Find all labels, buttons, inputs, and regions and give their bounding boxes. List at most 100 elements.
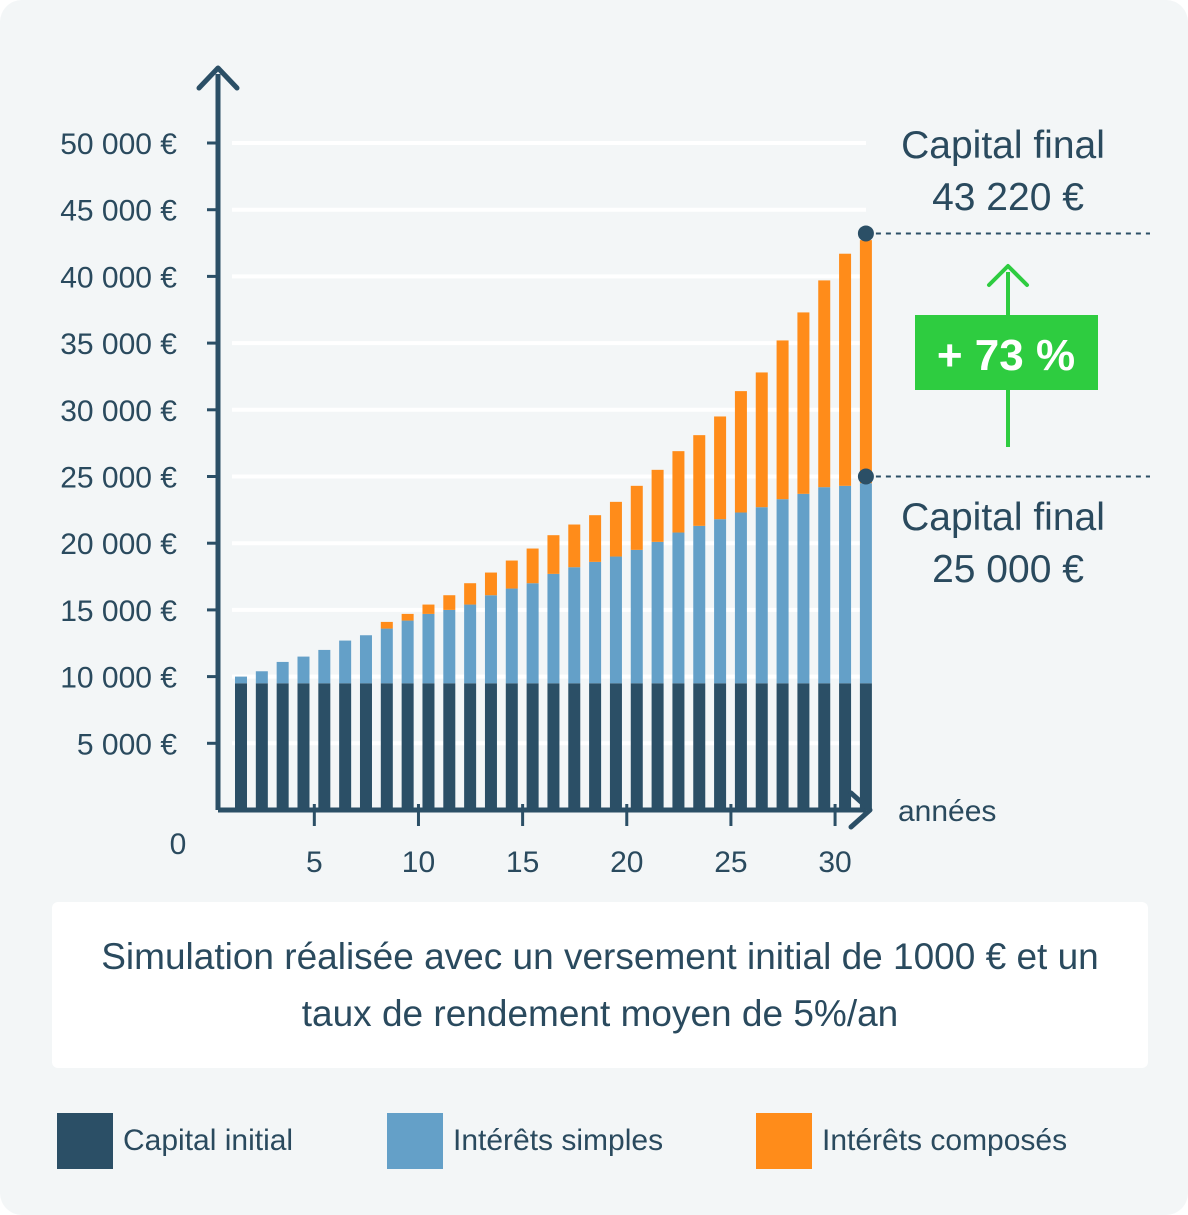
bar-segment — [255, 683, 268, 810]
x-axis-label: années — [898, 795, 996, 828]
bar-segment — [547, 573, 560, 684]
bar-segment — [547, 535, 560, 574]
bar-segment — [818, 280, 831, 488]
legend-swatch-interets-composes — [756, 1113, 812, 1169]
bar-segment — [484, 683, 497, 810]
bar-segment — [776, 683, 789, 810]
bar-segment — [547, 683, 560, 810]
y-tick-label: 10 000 € — [60, 662, 177, 695]
bar-segment — [693, 683, 706, 810]
bar-segment — [755, 683, 768, 810]
bar-segment — [443, 683, 456, 810]
top-annotation-line2: 43 220 € — [932, 176, 1084, 219]
bar-segment — [859, 240, 872, 484]
marker-top — [857, 225, 874, 242]
bar-segment — [443, 595, 456, 610]
bar-segment — [630, 549, 643, 684]
bar-segment — [380, 683, 393, 810]
bar-segment — [276, 661, 289, 684]
caption-box: Simulation réalisée avec un versement in… — [52, 902, 1148, 1068]
y-tick-label: 5 000 € — [77, 728, 177, 761]
bar-segment — [797, 493, 810, 684]
bar-segment — [755, 507, 768, 684]
bar-segment — [464, 604, 477, 684]
bar-segment — [839, 253, 852, 486]
bar-segment — [422, 613, 435, 684]
x-tick-labels: 5 10 15 20 25 30 — [306, 846, 852, 879]
y-tick-label: 30 000 € — [60, 395, 177, 428]
bar-segment — [734, 512, 747, 684]
bar-segment — [609, 501, 622, 557]
legend-item-capital-initial: Capital initial — [57, 1112, 293, 1170]
x-tick-label: 10 — [402, 846, 435, 879]
bar-segment — [859, 483, 872, 684]
bars-group — [235, 240, 872, 810]
bar-segment — [859, 683, 872, 810]
bar-segment — [359, 635, 372, 684]
bar-segment — [818, 683, 831, 810]
bar-segment — [276, 683, 289, 810]
bar-segment — [380, 621, 393, 629]
bar-segment — [651, 469, 664, 542]
bar-segment — [672, 683, 685, 810]
top-annotation-line1: Capital final — [901, 124, 1105, 167]
bar-segment — [672, 532, 685, 684]
bar-segment — [714, 416, 727, 520]
bar-segment — [484, 572, 497, 596]
caption-text: Simulation réalisée avec un versement in… — [101, 936, 1099, 1034]
y-tick-label: 0 — [170, 828, 187, 861]
bottom-annotation-line1: Capital final — [901, 496, 1105, 539]
bar-segment — [776, 340, 789, 500]
annotations-group: Capital final 43 220 € Capital final 25 000… — [857, 124, 1150, 591]
bar-segment — [339, 683, 352, 810]
bar-segment — [609, 556, 622, 684]
bar-segment — [714, 519, 727, 684]
bar-segment — [255, 671, 268, 684]
bar-segment — [359, 683, 372, 810]
bar-segment — [589, 515, 602, 562]
bar-segment — [693, 525, 706, 684]
gain-badge — [915, 315, 1098, 390]
x-tick-label: 5 — [306, 846, 323, 879]
bar-segment — [505, 560, 518, 589]
legend-label: Intérêts composés — [822, 1124, 1068, 1157]
bar-segment — [714, 683, 727, 810]
x-tick-label: 30 — [818, 846, 851, 879]
bar-segment — [297, 683, 310, 810]
bar-segment — [401, 683, 414, 810]
gain-badge-text: + 73 % — [937, 331, 1075, 380]
bar-segment — [818, 487, 831, 684]
legend-label: Capital initial — [123, 1124, 294, 1157]
y-tick-label: 50 000 € — [60, 128, 177, 161]
axes-group — [196, 65, 873, 830]
bar-segment — [568, 567, 581, 684]
y-tick-label: 40 000 € — [60, 261, 177, 294]
bar-segment — [401, 613, 414, 621]
bar-segment — [651, 541, 664, 684]
bar-segment — [526, 683, 539, 810]
y-tick-label: 45 000 € — [60, 195, 177, 228]
bottom-annotation-line2: 25 000 € — [932, 548, 1084, 591]
bar-segment — [526, 583, 539, 684]
bar-segment — [839, 485, 852, 684]
grid-lines — [232, 141, 866, 746]
bar-segment — [651, 683, 664, 810]
bar-segment — [776, 499, 789, 684]
bar-segment — [693, 435, 706, 526]
bar-segment — [630, 683, 643, 810]
bar-segment — [839, 683, 852, 810]
bar-segment — [318, 649, 331, 684]
y-tick-labels: 0 5 000 € 10 000 € 15 000 € 20 000 € 25 000 €… — [60, 128, 186, 861]
bar-segment — [464, 683, 477, 810]
bar-segment — [235, 683, 247, 810]
y-tick-label: 15 000 € — [60, 595, 177, 628]
bar-segment — [797, 683, 810, 810]
bar-segment — [734, 683, 747, 810]
y-tick-label: 35 000 € — [60, 328, 177, 361]
bar-segment — [401, 620, 414, 684]
up-arrow-icon — [987, 264, 1029, 287]
x-tick-label: 25 — [714, 846, 747, 879]
bar-segment — [568, 524, 581, 568]
bar-segment — [630, 485, 643, 550]
